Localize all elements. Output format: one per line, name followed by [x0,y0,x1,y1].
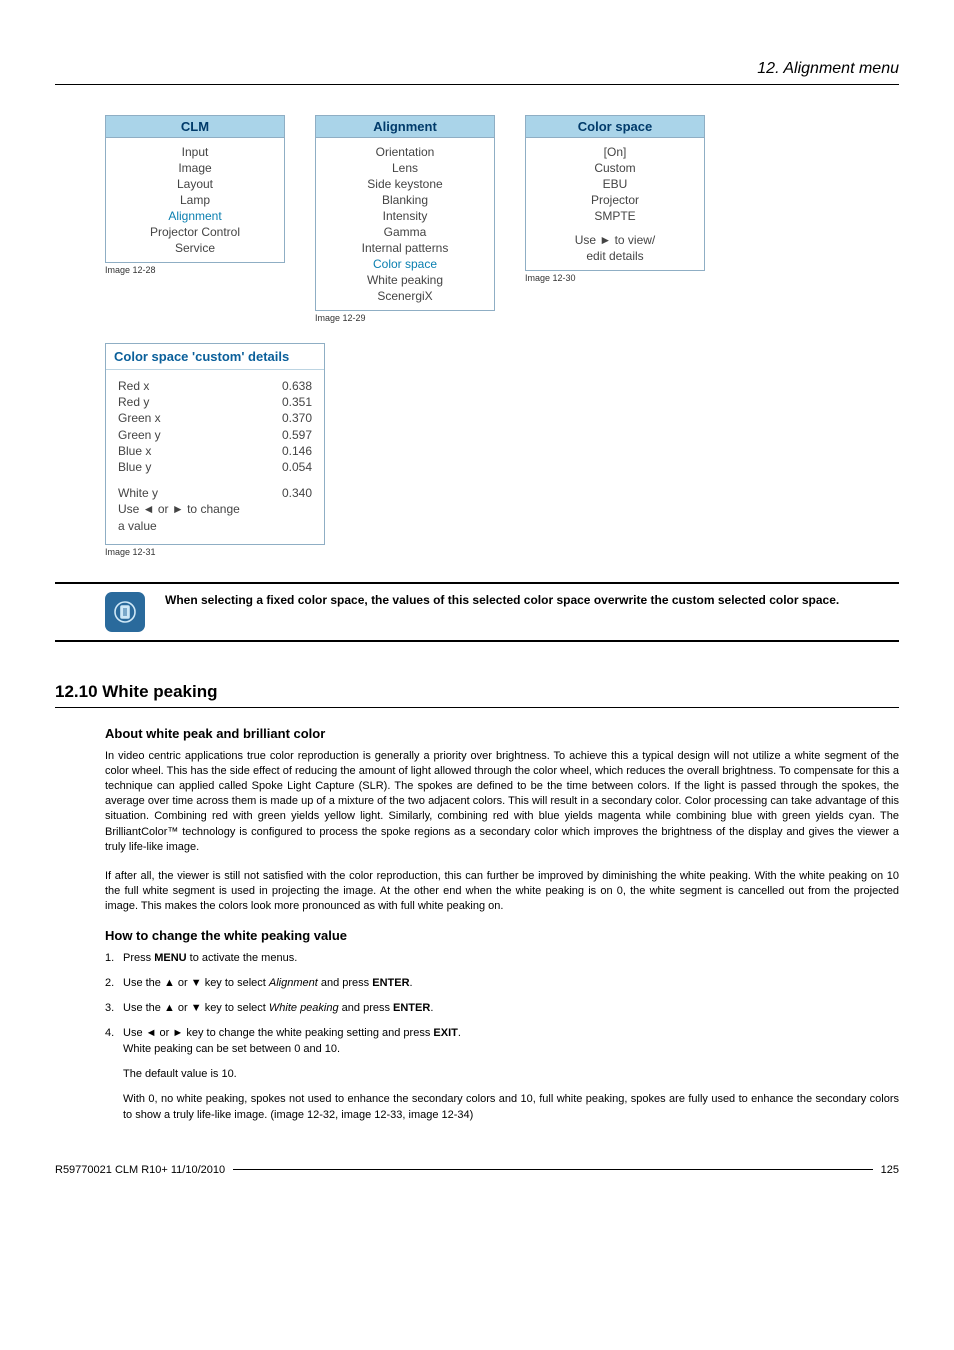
note-block: When selecting a fixed color space, the … [55,582,899,642]
note-text: When selecting a fixed color space, the … [165,592,841,608]
menu-item: Projector [526,192,704,208]
color-space-custom-details: Color space 'custom' details Red x0.638R… [105,343,325,545]
step-body: Use the ▲ or ▼ key to select White peaki… [123,1001,899,1017]
step-number: 4. [105,1026,123,1058]
menu-screenshots-row: CLM InputImageLayoutLampAlignmentProject… [105,115,899,323]
menu-item: EBU [526,176,704,192]
step-body: Use the ▲ or ▼ key to select Alignment a… [123,976,899,992]
menu-item: Projector Control [106,224,284,240]
caption-12-30: Image 12-30 [525,273,705,283]
details-hint-2: a value [118,518,312,534]
step-number: 1. [105,951,123,967]
details-row: Red y 0.351 [118,394,312,410]
note-icon [105,592,145,632]
menu-item: White peaking [316,272,494,288]
details-label: Red y [118,394,149,410]
menu-item: SMPTE [526,208,704,224]
details-value: 0.370 [282,410,312,426]
details-row: Blue y 0.054 [118,459,312,475]
menu-item: Alignment [106,208,284,224]
details-row: Red x 0.638 [118,378,312,394]
subheading-howto: How to change the white peaking value [105,928,899,943]
details-value: 0.597 [282,427,312,443]
menu-alignment: Alignment OrientationLensSide keystoneBl… [315,115,495,311]
menu-item: Service [106,240,284,256]
menu-item: Intensity [316,208,494,224]
menu-clm-title: CLM [106,116,284,138]
step-body: Press MENU to activate the menus. [123,951,899,967]
menu-hint: Use ► to view/ [526,232,704,248]
footer-page: 125 [881,1164,899,1176]
details-row: Green x 0.370 [118,410,312,426]
menu-hint: edit details [526,248,704,264]
step-number: 2. [105,976,123,992]
menu-item: Blanking [316,192,494,208]
page-footer: R59770021 CLM R10+ 11/10/2010 125 [55,1164,899,1176]
step-item: 4.Use ◄ or ► key to change the white pea… [105,1026,899,1058]
footer-left: R59770021 CLM R10+ 11/10/2010 [55,1164,225,1176]
details-white-label: White y [118,485,158,501]
step-item: 3.Use the ▲ or ▼ key to select White pea… [105,1001,899,1017]
menu-alignment-title: Alignment [316,116,494,138]
step-item: 2.Use the ▲ or ▼ key to select Alignment… [105,976,899,992]
menu-item: Internal patterns [316,240,494,256]
subheading-about: About white peak and brilliant color [105,726,899,741]
details-row: Green y 0.597 [118,427,312,443]
details-label: Blue x [118,443,151,459]
details-label: Green y [118,427,161,443]
para-about-2: If after all, the viewer is still not sa… [105,869,899,915]
step-extra-note: With 0, no white peaking, spokes not use… [123,1092,899,1124]
details-title: Color space 'custom' details [106,344,324,370]
step-body: Use ◄ or ► key to change the white peaki… [123,1026,899,1058]
step-item: 1.Press MENU to activate the menus. [105,951,899,967]
menu-item: Color space [316,256,494,272]
para-about-1: In video centric applications true color… [105,749,899,855]
menu-item: Side keystone [316,176,494,192]
footer-rule [233,1169,873,1170]
details-value: 0.054 [282,459,312,475]
step-number: 3. [105,1001,123,1017]
menu-item: Layout [106,176,284,192]
menu-item: Input [106,144,284,160]
menu-item: Lens [316,160,494,176]
details-value: 0.146 [282,443,312,459]
menu-color-space: Color space [On]CustomEBUProjectorSMPTE U… [525,115,705,271]
details-white-value: 0.340 [282,485,312,501]
details-value: 0.351 [282,394,312,410]
step-extra-default: The default value is 10. [123,1067,899,1083]
caption-12-29: Image 12-29 [315,313,495,323]
details-hint-1: Use ◄ or ► to change [118,501,312,517]
details-value: 0.638 [282,378,312,394]
caption-12-31: Image 12-31 [105,547,899,557]
details-label: Red x [118,378,149,394]
steps-list: 1.Press MENU to activate the menus.2.Use… [105,951,899,1058]
menu-clm: CLM InputImageLayoutLampAlignmentProject… [105,115,285,263]
section-heading: 12.10 White peaking [55,682,899,708]
menu-item: ScenergiX [316,288,494,304]
menu-item: Image [106,160,284,176]
menu-item: Gamma [316,224,494,240]
menu-item: Lamp [106,192,284,208]
menu-item: [On] [526,144,704,160]
details-row: Blue x 0.146 [118,443,312,459]
menu-item: Orientation [316,144,494,160]
menu-color-space-title: Color space [526,116,704,138]
caption-12-28: Image 12-28 [105,265,285,275]
chapter-title: 12. Alignment menu [55,60,899,85]
details-label: Blue y [118,459,151,475]
menu-item: Custom [526,160,704,176]
details-label: Green x [118,410,161,426]
